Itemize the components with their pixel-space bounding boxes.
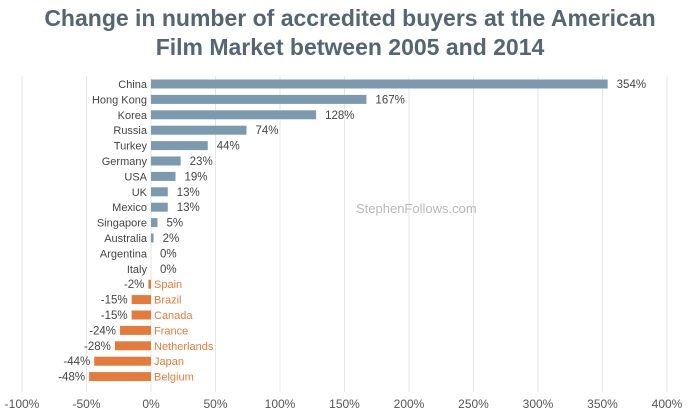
- chart-title-line-1: Change in number of accredited buyers at…: [44, 5, 656, 31]
- value-label: 5%: [166, 218, 183, 230]
- category-label: Japan: [154, 356, 184, 368]
- category-label: Mexico: [112, 202, 147, 214]
- value-label: -28%: [84, 341, 111, 353]
- bar-singapore: [151, 218, 158, 228]
- value-label: 0%: [160, 264, 177, 276]
- value-label: -15%: [101, 310, 128, 322]
- bar-hong-kong: [151, 94, 367, 104]
- bar-spain: [148, 279, 151, 289]
- bar-canada: [131, 310, 151, 320]
- category-label: Singapore: [97, 218, 147, 230]
- value-label: -15%: [101, 295, 128, 307]
- bar-china: [151, 79, 608, 89]
- bar-australia: [151, 233, 154, 243]
- value-label: 19%: [185, 171, 208, 183]
- category-label: Italy: [127, 264, 148, 276]
- x-tick-label: -50%: [72, 397, 100, 411]
- bar-netherlands: [114, 341, 151, 351]
- value-label: 44%: [217, 141, 240, 153]
- value-label: 2%: [163, 233, 180, 245]
- value-label: 167%: [375, 94, 404, 106]
- category-label: Germany: [102, 156, 148, 168]
- value-label: 128%: [325, 110, 354, 122]
- category-label: Turkey: [114, 141, 148, 153]
- bar-usa: [151, 171, 176, 181]
- x-tick-label: 350%: [587, 397, 618, 411]
- category-label: China: [118, 79, 148, 91]
- category-label: Spain: [154, 279, 182, 291]
- category-label: France: [154, 325, 188, 337]
- chart-title: Change in number of accredited buyers at…: [0, 4, 700, 62]
- value-label: 23%: [190, 156, 213, 168]
- value-label: 13%: [177, 202, 200, 214]
- value-label: -24%: [89, 325, 116, 337]
- x-tick-label: 100%: [265, 397, 296, 411]
- value-label: -2%: [124, 279, 144, 291]
- bar-belgium: [89, 372, 151, 382]
- value-label: -48%: [58, 372, 85, 384]
- category-label: USA: [124, 171, 147, 183]
- x-tick-label: 400%: [652, 397, 683, 411]
- category-label: Hong Kong: [92, 94, 147, 106]
- x-tick-label: 300%: [523, 397, 554, 411]
- bar-germany: [151, 156, 181, 166]
- category-label: UK: [132, 187, 148, 199]
- category-label: Russia: [113, 125, 148, 137]
- bar-japan: [94, 356, 151, 366]
- value-label: -44%: [63, 356, 90, 368]
- chart-title-line-2: Film Market between 2005 and 2014: [155, 34, 545, 60]
- bar-brazil: [131, 295, 151, 305]
- bar-korea: [151, 110, 317, 120]
- category-label: Argentina: [100, 248, 148, 260]
- bar-france: [120, 325, 151, 335]
- x-tick-label: 150%: [329, 397, 360, 411]
- value-label: 74%: [255, 125, 278, 137]
- x-tick-label: 250%: [458, 397, 489, 411]
- category-label: Brazil: [154, 295, 182, 307]
- category-label: Australia: [104, 233, 148, 245]
- category-label: Belgium: [154, 372, 194, 384]
- x-tick-label: 200%: [394, 397, 425, 411]
- value-label: 354%: [617, 79, 646, 91]
- bar-mexico: [151, 202, 168, 212]
- x-tick-label: 50%: [203, 397, 227, 411]
- category-label: Korea: [118, 110, 148, 122]
- x-tick-label: -100%: [5, 397, 40, 411]
- value-label: 13%: [177, 187, 200, 199]
- bar-uk: [151, 187, 168, 197]
- x-tick-label: 0%: [142, 397, 160, 411]
- bar-russia: [151, 125, 247, 135]
- watermark: StephenFollows.com: [356, 201, 477, 216]
- value-label: 0%: [160, 248, 177, 260]
- category-label: Canada: [154, 310, 193, 322]
- category-label: Netherlands: [154, 341, 214, 353]
- bar-turkey: [151, 141, 208, 151]
